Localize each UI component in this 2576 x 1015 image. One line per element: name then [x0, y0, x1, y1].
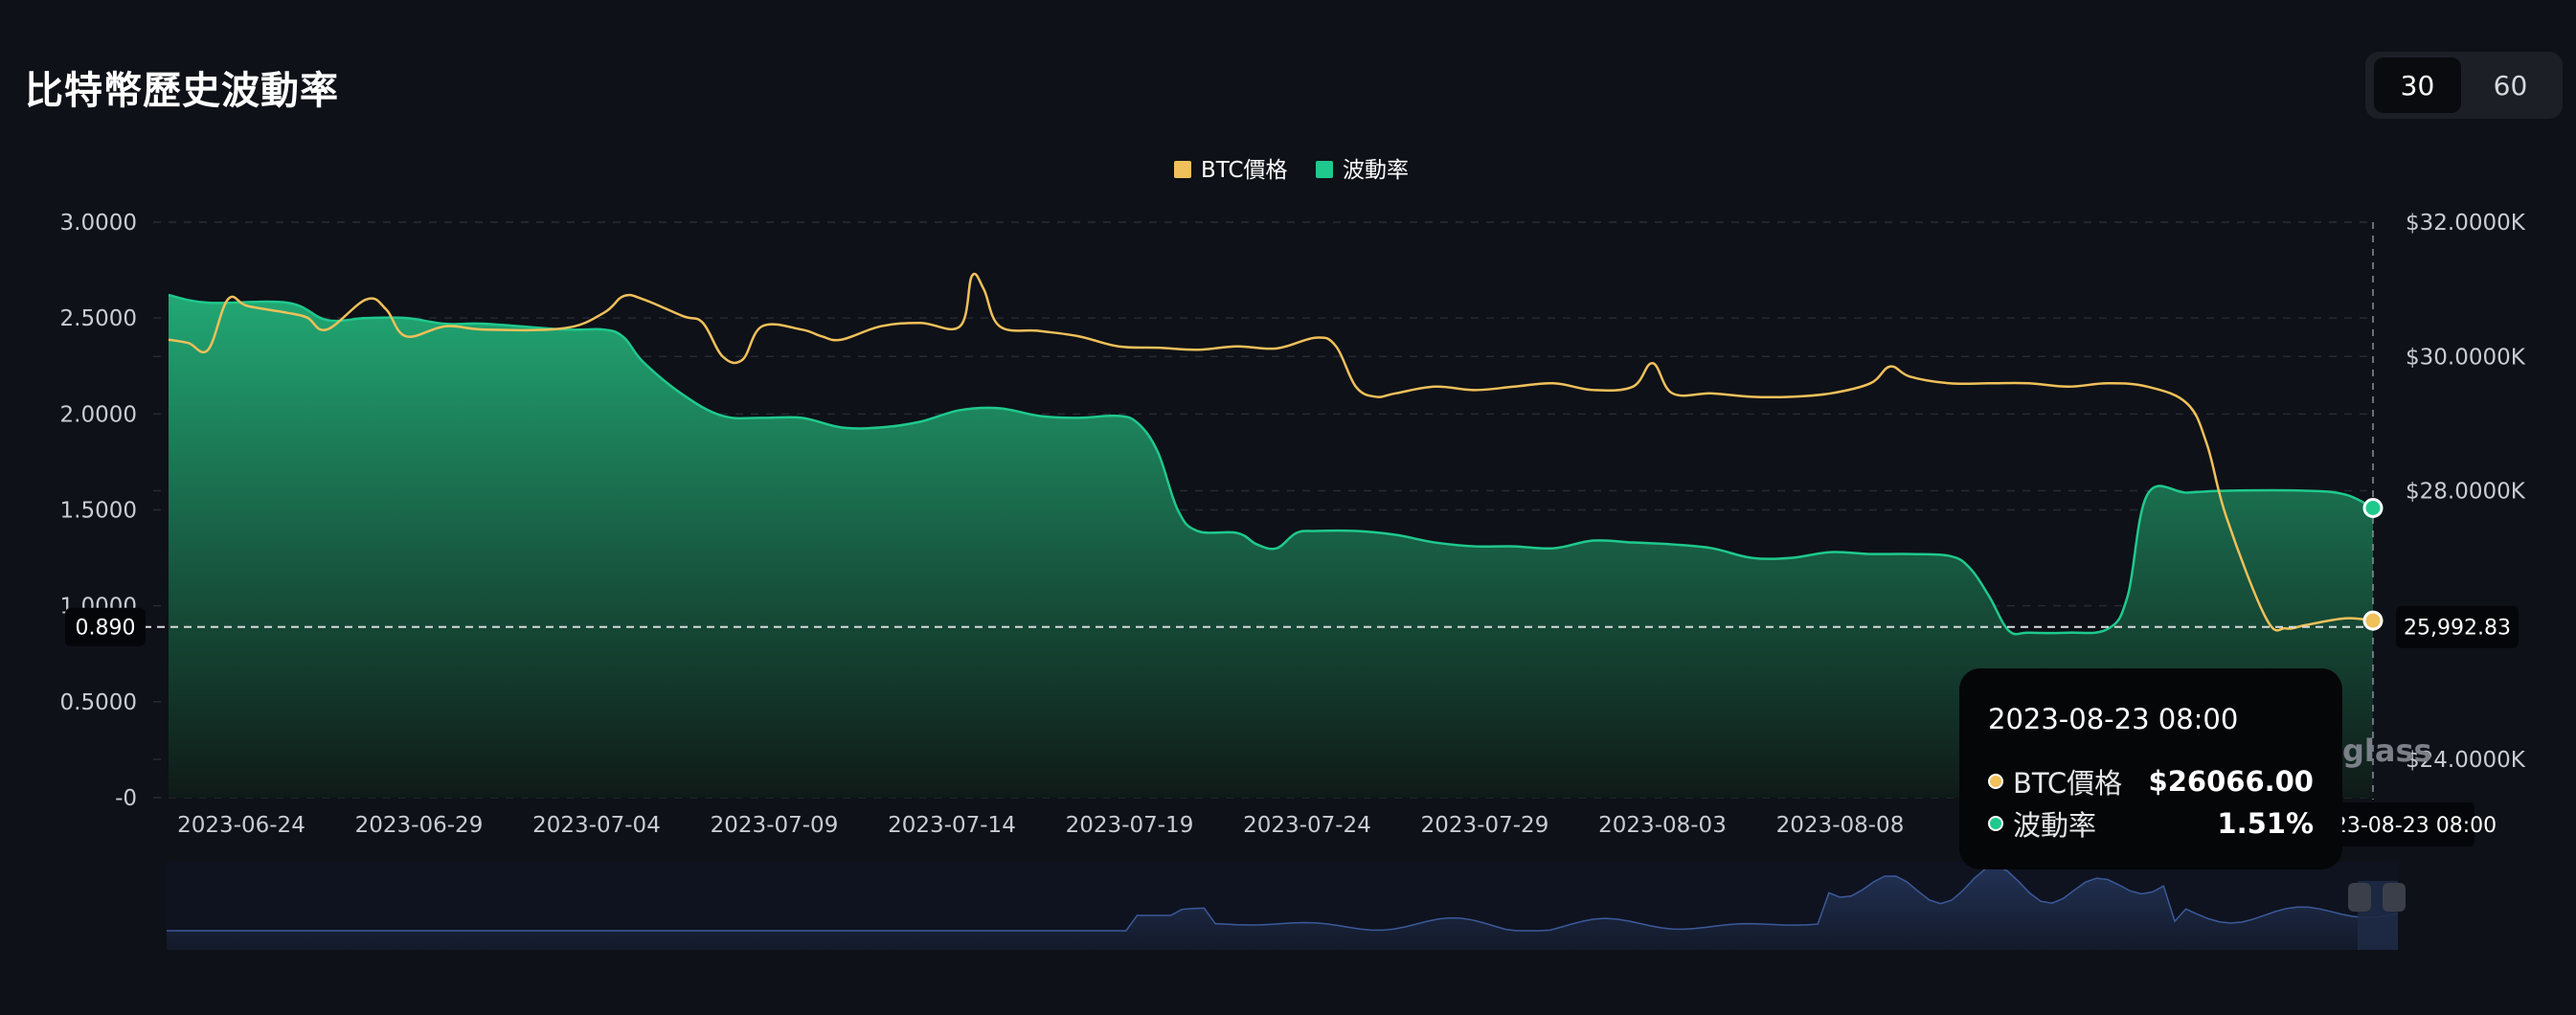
x-tick-label: 2023-06-29	[355, 813, 484, 838]
volatility-end-marker	[2362, 497, 2384, 518]
period-60-button[interactable]: 60	[2493, 69, 2528, 102]
navigator-line	[167, 865, 2399, 932]
crosshair-left-label: 0.890	[76, 617, 136, 641]
x-tick-label: 2023-07-14	[888, 813, 1016, 838]
y-right-tick-label: $30.0000K	[2406, 345, 2526, 370]
y-left-tick-label: -0	[115, 786, 137, 811]
tooltip-btc-label: BTC價格	[2013, 767, 2123, 800]
tooltip-btc-value: $26066.00	[2148, 765, 2314, 798]
legend-btc-swatch[interactable]	[1174, 161, 1191, 178]
tooltip-time: 2023-08-23 08:00	[1988, 703, 2239, 735]
tooltip-row-btc: BTC價格 $26066.00	[1988, 760, 2314, 802]
y-left-tick-label: 2.0000	[60, 402, 137, 427]
crosshair-x-label-box	[2329, 802, 2474, 846]
y-left-tick-label: 1.5000	[60, 499, 137, 524]
crosshair-right-label-box	[2396, 605, 2519, 648]
y-right-tick-label: $24.0000K	[2406, 748, 2526, 773]
y-left-tick-label: 3.0000	[60, 211, 137, 236]
legend-volatility-label: 波動率	[1343, 158, 1409, 183]
x-tick-label: 2023-07-09	[711, 813, 839, 838]
tooltip-volatility-label: 波動率	[2013, 809, 2097, 842]
y-right-tick-label: $32.0000K	[2406, 211, 2526, 236]
crosshair-left-label-box	[65, 607, 146, 646]
x-tick-label: 2023-08-03	[1598, 813, 1727, 838]
x-tick-label: 2023-07-29	[1421, 813, 1549, 838]
volatility-area	[169, 295, 2373, 798]
volatility-line[interactable]	[168, 293, 2374, 636]
page-title: 比特幣歷史波動率	[25, 69, 339, 113]
btc-end-marker	[2362, 610, 2384, 631]
x-tick-label: 2023-07-19	[1066, 813, 1194, 838]
y-left-tick-label: 0.5000	[60, 690, 137, 715]
x-tick-label: 2023-07-24	[1243, 813, 1371, 838]
y-left-tick-label: 2.5000	[60, 306, 137, 331]
btc-price-line[interactable]	[168, 272, 2374, 632]
x-tick-label: 2023-08-08	[1776, 813, 1905, 838]
x-tick-label: 2023-06-24	[177, 813, 305, 838]
watermark-text: glass	[2342, 733, 2432, 769]
y-right-tick-label: $28.0000K	[2406, 480, 2526, 505]
crosshair-right-label: 25,992.83	[2404, 617, 2511, 641]
chart-tooltip: 2023-08-23 08:00 BTC價格 $26066.00 波動率 1.5…	[1959, 668, 2342, 869]
period-toggle: 30 60	[2365, 52, 2563, 119]
legend-volatility-swatch[interactable]	[1316, 161, 1333, 178]
navigator-area	[167, 866, 2398, 950]
legend-btc-label: BTC價格	[1201, 158, 1288, 183]
navigator-left-handle[interactable]	[2348, 883, 2371, 912]
tooltip-btc-dot-icon	[1988, 774, 2003, 789]
tooltip-volatility-value: 1.51%	[2217, 807, 2314, 840]
x-tick-label: 2023-07-04	[532, 813, 661, 838]
period-30-button[interactable]: 30	[2374, 57, 2461, 113]
tooltip-volatility-dot-icon	[1988, 816, 2003, 831]
navigator-right-handle[interactable]	[2383, 883, 2406, 912]
tooltip-row-volatility: 波動率 1.51%	[1988, 802, 2314, 845]
